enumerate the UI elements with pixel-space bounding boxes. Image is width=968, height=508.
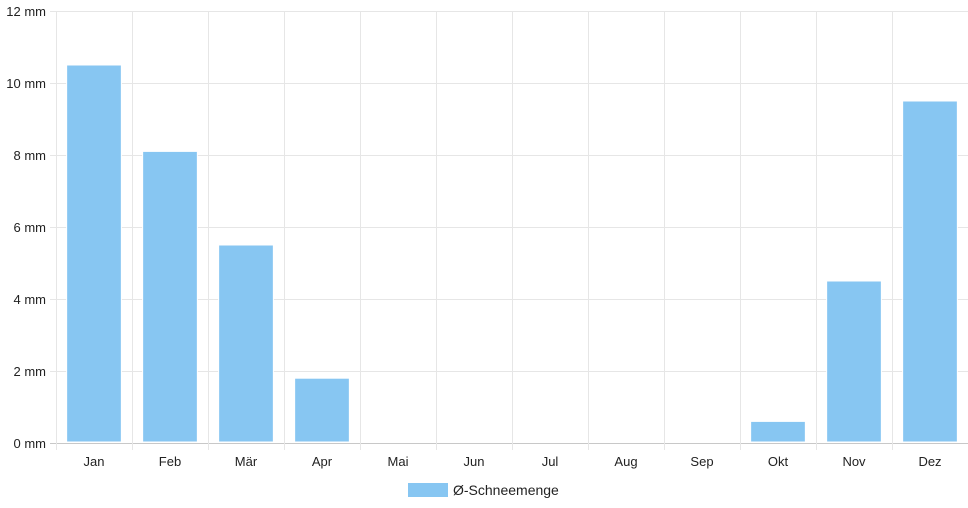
- y-tick-label: 4 mm: [14, 292, 47, 307]
- y-tick-label: 0 mm: [14, 436, 47, 451]
- bar[interactable]: [142, 150, 198, 443]
- x-tick-label: Sep: [690, 454, 713, 469]
- x-tick-label: Aug: [614, 454, 637, 469]
- legend[interactable]: Ø-Schneemenge: [408, 481, 559, 499]
- bar[interactable]: [218, 244, 274, 443]
- y-tick-label: 8 mm: [14, 148, 47, 163]
- bar[interactable]: [826, 280, 882, 443]
- grid: [50, 11, 968, 450]
- y-tick-label: 12 mm: [6, 4, 46, 19]
- x-tick-label: Okt: [768, 454, 789, 469]
- x-tick-label: Feb: [159, 454, 181, 469]
- x-axis-ticks: Jan Feb Mär Apr Mai Jun Jul Aug Sep Okt Nov Dez: [84, 454, 942, 469]
- x-tick-label: Apr: [312, 454, 333, 469]
- bar[interactable]: [294, 377, 350, 443]
- bar[interactable]: [902, 100, 958, 443]
- y-tick-label: 2 mm: [14, 364, 47, 379]
- y-tick-label: 10 mm: [6, 76, 46, 91]
- x-tick-label: Jan: [84, 454, 105, 469]
- x-tick-label: Mai: [388, 454, 409, 469]
- x-tick-label: Mär: [235, 454, 258, 469]
- bar[interactable]: [66, 64, 122, 443]
- x-tick-label: Nov: [842, 454, 866, 469]
- y-axis-ticks: 0 mm 2 mm 4 mm 6 mm 8 mm 10 mm 12 mm: [6, 4, 46, 451]
- y-tick-label: 6 mm: [14, 220, 47, 235]
- x-tick-label: Jun: [464, 454, 485, 469]
- x-tick-label: Jul: [542, 454, 559, 469]
- x-tick-label: Dez: [918, 454, 941, 469]
- bar[interactable]: [750, 420, 806, 443]
- legend-swatch: [408, 483, 448, 497]
- bars: [66, 64, 958, 443]
- legend-label: Ø-Schneemenge: [453, 482, 559, 498]
